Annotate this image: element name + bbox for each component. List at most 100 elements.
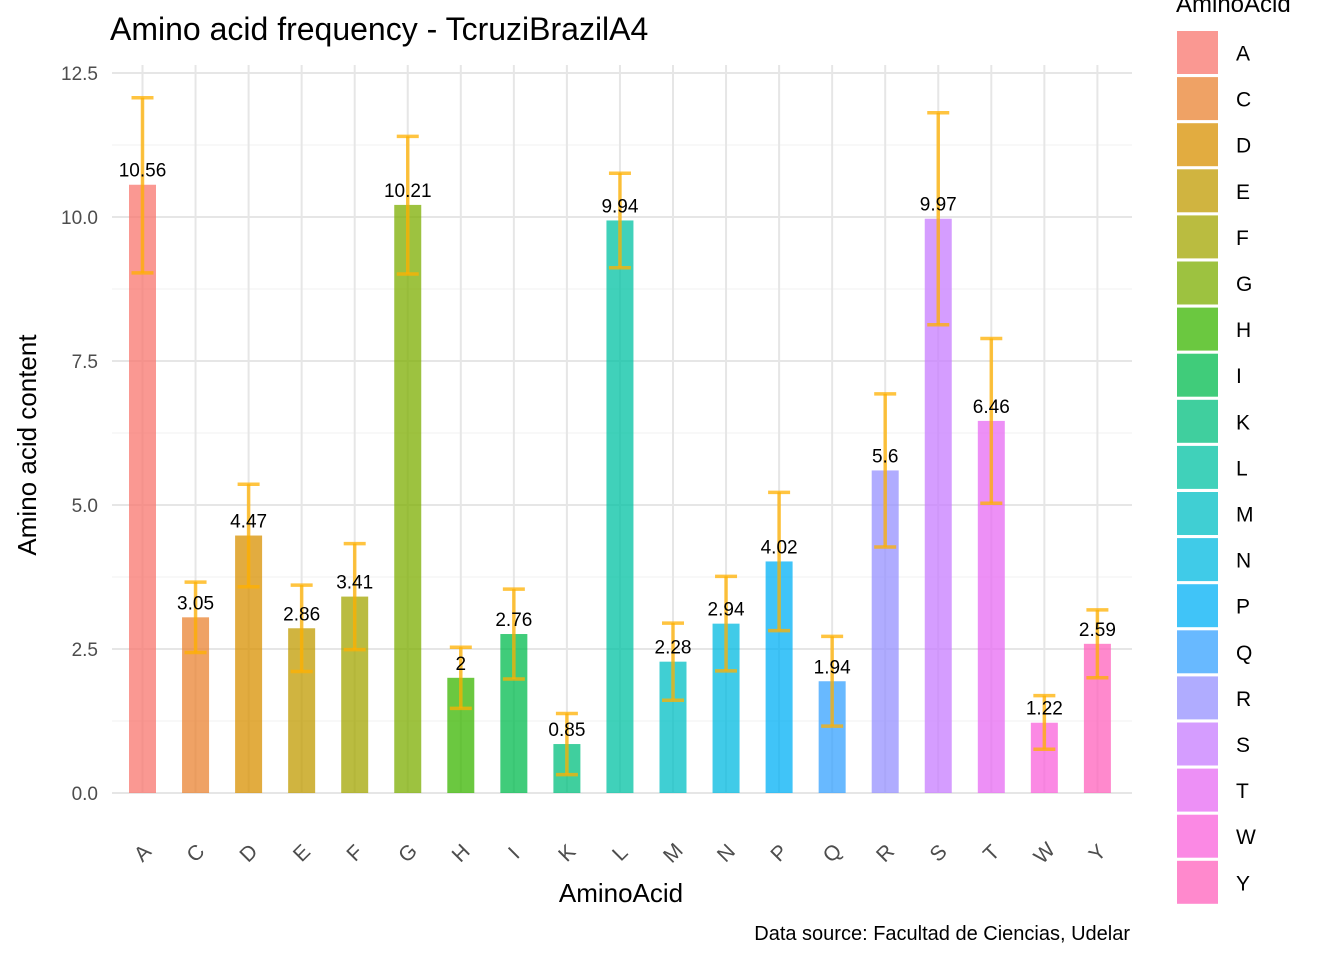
data-label-D: 4.47 bbox=[230, 512, 267, 533]
legend-key-W bbox=[1177, 814, 1218, 858]
data-label-L: 9.94 bbox=[601, 196, 638, 217]
data-label-P: 4.02 bbox=[761, 537, 798, 558]
error-bar-D bbox=[237, 482, 260, 589]
legend-label-M: M bbox=[1236, 504, 1254, 527]
y-tick-label: 10.0 bbox=[61, 208, 98, 229]
x-tick-label-F: F bbox=[342, 841, 367, 866]
data-labels: 10.56 3.05 4.47 2.86 3.41 10.21 2 2.76 0.85 9.94 2… bbox=[119, 161, 1116, 741]
legend-key-N bbox=[1177, 538, 1218, 582]
y-tick-label: 12.5 bbox=[61, 64, 98, 85]
x-tick-label-P: P bbox=[766, 840, 792, 866]
legend-key-F bbox=[1177, 215, 1218, 259]
x-tick-label-T: T bbox=[979, 841, 1004, 866]
x-tick-label-I: I bbox=[504, 843, 524, 863]
error-bar-K bbox=[555, 711, 578, 777]
legend-label-N: N bbox=[1236, 550, 1251, 573]
error-bar-E bbox=[290, 583, 313, 674]
legend-key-C bbox=[1177, 77, 1218, 121]
error-bar-G bbox=[396, 134, 419, 276]
data-label-H: 2 bbox=[456, 654, 467, 675]
bar-L bbox=[606, 220, 634, 793]
legend-label-S: S bbox=[1236, 734, 1250, 757]
legend-label-F: F bbox=[1236, 227, 1249, 250]
chart-title: Amino acid frequency - TcruziBrazilA4 bbox=[110, 11, 648, 47]
data-label-T: 6.46 bbox=[973, 397, 1010, 418]
x-tick-label-C: C bbox=[182, 840, 209, 867]
legend-key-G bbox=[1177, 261, 1218, 305]
legend-label-W: W bbox=[1236, 826, 1256, 849]
legend-label-I: I bbox=[1236, 365, 1242, 388]
y-tick-label: 2.5 bbox=[72, 640, 98, 661]
legend-label-Y: Y bbox=[1236, 872, 1250, 895]
legend-label-G: G bbox=[1236, 273, 1252, 296]
error-bars bbox=[131, 96, 1109, 777]
error-bar-W bbox=[1033, 693, 1056, 751]
legend-key-S bbox=[1177, 722, 1218, 766]
legend-label-A: A bbox=[1236, 43, 1250, 66]
legend-key-H bbox=[1177, 307, 1218, 351]
x-tick-label-D: D bbox=[235, 840, 262, 867]
legend-label-T: T bbox=[1236, 780, 1249, 803]
data-label-C: 3.05 bbox=[177, 593, 214, 614]
x-tick-label-G: G bbox=[394, 839, 422, 867]
legend-label-H: H bbox=[1236, 319, 1251, 342]
data-label-R: 5.6 bbox=[872, 446, 898, 467]
x-tick-label-H: H bbox=[448, 840, 475, 867]
x-tick-label-W: W bbox=[1030, 838, 1060, 868]
y-axis-title: Amino acid content bbox=[12, 334, 42, 556]
legend-key-K bbox=[1177, 399, 1218, 443]
x-tick-label-Y: Y bbox=[1085, 840, 1111, 866]
error-bar-H bbox=[449, 645, 472, 711]
x-tick-label-Q: Q bbox=[819, 839, 847, 867]
legend-label-D: D bbox=[1236, 135, 1251, 158]
y-tick-label: 7.5 bbox=[72, 352, 98, 373]
error-bar-Y bbox=[1086, 608, 1109, 680]
data-label-E: 2.86 bbox=[283, 604, 320, 625]
y-tick-label: 5.0 bbox=[72, 496, 98, 517]
error-bar-M bbox=[662, 621, 684, 703]
data-label-K: 0.85 bbox=[548, 720, 585, 741]
legend-key-Q bbox=[1177, 630, 1218, 674]
data-label-W: 1.22 bbox=[1026, 699, 1063, 720]
legend-label-K: K bbox=[1236, 411, 1250, 434]
legend-label-E: E bbox=[1236, 181, 1250, 204]
legend-key-E bbox=[1177, 169, 1218, 213]
legend-key-R bbox=[1177, 676, 1218, 720]
error-bar-A bbox=[131, 96, 154, 275]
legend-label-L: L bbox=[1236, 457, 1248, 480]
legend-key-Y bbox=[1177, 860, 1218, 904]
error-bar-P bbox=[768, 490, 791, 633]
legend-label-P: P bbox=[1236, 596, 1250, 619]
x-tick-label-N: N bbox=[713, 840, 740, 867]
data-label-M: 2.28 bbox=[655, 638, 692, 659]
error-bar-Q bbox=[821, 634, 844, 728]
x-tick-label-K: K bbox=[554, 840, 580, 866]
data-label-Y: 2.59 bbox=[1079, 620, 1116, 641]
error-bar-I bbox=[502, 587, 525, 681]
legend-key-T bbox=[1177, 768, 1218, 812]
data-label-G: 10.21 bbox=[384, 181, 432, 202]
data-label-A: 10.56 bbox=[119, 161, 167, 182]
legend-key-A bbox=[1177, 31, 1218, 74]
y-axis: 0.0 2.5 5.0 7.5 10.0 12.5 bbox=[61, 64, 98, 805]
data-label-Q: 1.94 bbox=[814, 657, 851, 678]
legend-label-R: R bbox=[1236, 688, 1251, 711]
bar-G bbox=[394, 204, 422, 794]
error-bar-N bbox=[715, 574, 738, 673]
data-label-S: 9.97 bbox=[920, 195, 957, 216]
error-bar-S bbox=[927, 110, 950, 327]
legend-label-C: C bbox=[1236, 89, 1251, 112]
data-label-F: 3.41 bbox=[336, 573, 373, 594]
x-tick-label-S: S bbox=[926, 840, 952, 866]
error-bar-C bbox=[184, 580, 207, 655]
x-axis-title: AminoAcid bbox=[559, 878, 683, 908]
error-bar-T bbox=[980, 336, 1003, 506]
legend-title: AminoAcid bbox=[1176, 0, 1291, 18]
legend-label-Q: Q bbox=[1236, 642, 1252, 665]
x-tick-label-R: R bbox=[872, 840, 899, 867]
error-bar-L bbox=[608, 171, 631, 270]
legend-key-M bbox=[1177, 492, 1218, 535]
error-bar-F bbox=[343, 541, 366, 652]
